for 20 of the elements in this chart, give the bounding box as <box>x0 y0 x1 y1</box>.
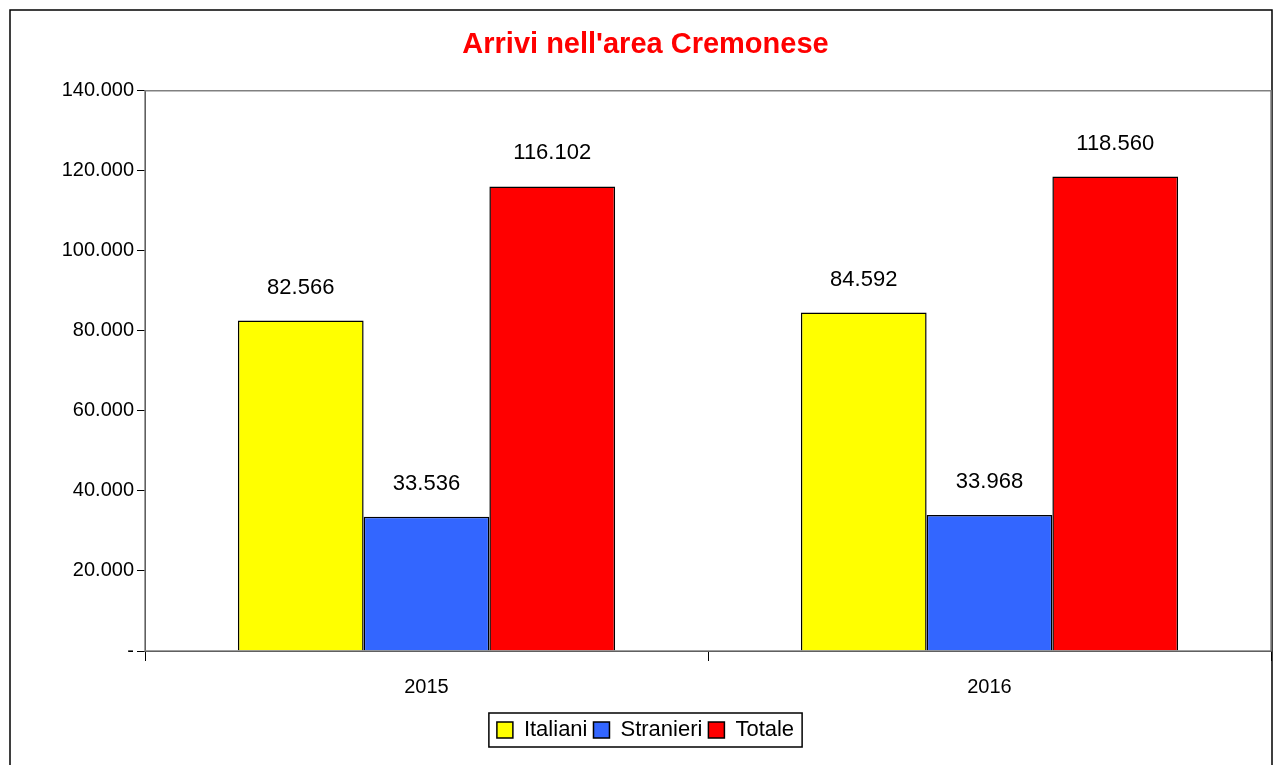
data-label: 84.592 <box>830 265 898 291</box>
legend-label: Stranieri <box>620 716 703 742</box>
y-tick-label: 60.000 <box>72 398 134 421</box>
legend-label: Italiani <box>523 716 588 742</box>
y-tick-label: 40.000 <box>72 478 134 501</box>
data-label: 82.566 <box>267 273 335 299</box>
x-tick-label: 2015 <box>404 674 449 697</box>
data-label: 33.968 <box>955 468 1024 494</box>
y-tick-label: 80.000 <box>72 318 134 341</box>
data-label: 116.102 <box>513 139 592 165</box>
x-tick-label: 2016 <box>967 674 1012 697</box>
y-tick-label: 120.000 <box>61 158 134 181</box>
y-tick-label: 20.000 <box>72 558 134 581</box>
data-label: 118.560 <box>1076 129 1155 155</box>
y-tick-label: - <box>127 638 134 661</box>
data-label: 33.536 <box>392 469 461 495</box>
y-tick-label: 140.000 <box>61 78 134 101</box>
y-tick-label: 100.000 <box>61 238 134 261</box>
legend-label: Totale <box>735 716 795 742</box>
chart-title: Arrivi nell'area Cremonese <box>462 27 829 60</box>
